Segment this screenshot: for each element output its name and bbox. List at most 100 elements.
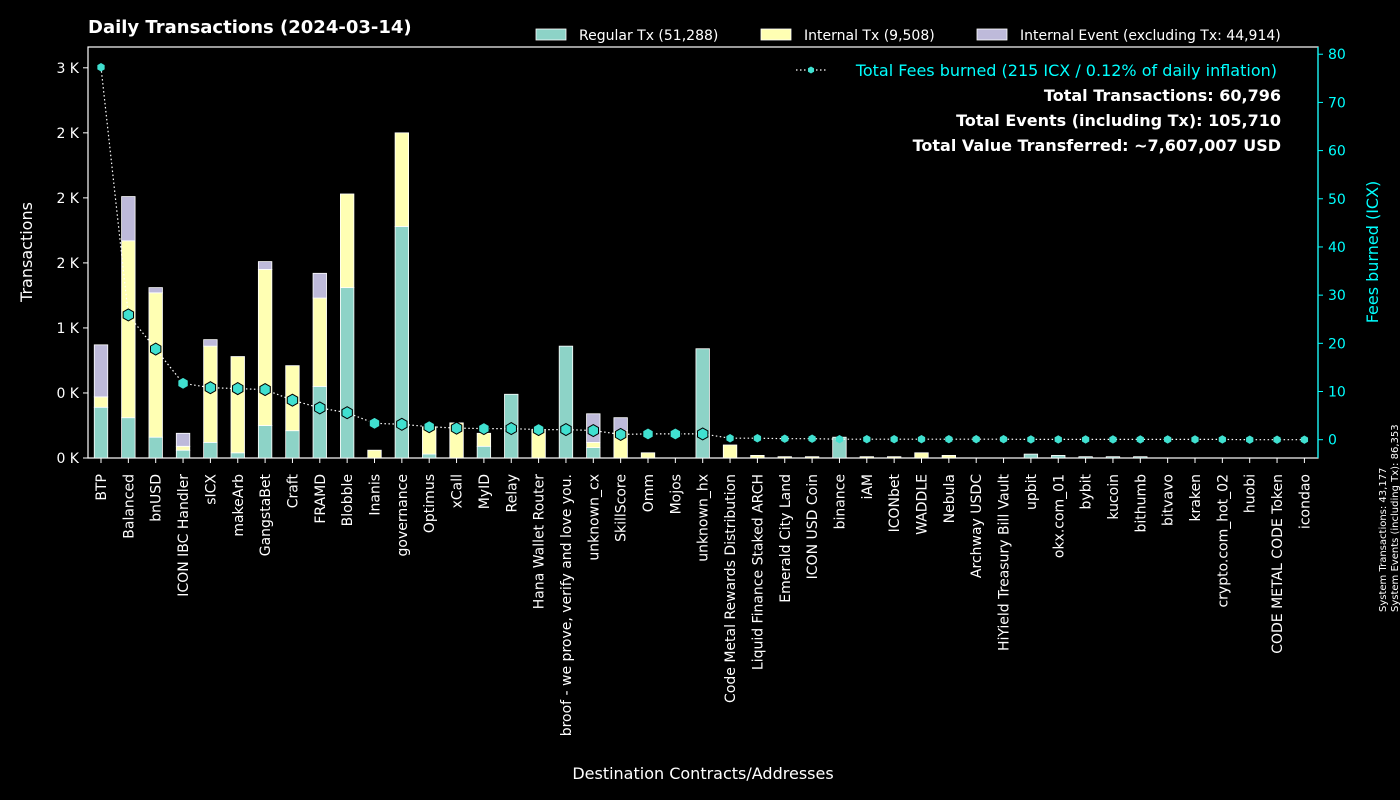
x-axis: BTP Balanced bnUSD ICON IBC Handler sICX make… xyxy=(94,458,1313,736)
y-axis-left: 0 K 0 K 1 K 2 K 2 K 2 K 3 K xyxy=(56,61,88,467)
x-tick-label-22: unknown_hx xyxy=(696,474,712,562)
x-tick-label-21: Mojos xyxy=(668,474,684,514)
x-tick-label-8: FRAMD xyxy=(313,474,329,524)
fees-point-23 xyxy=(726,434,734,443)
bar-2-8 xyxy=(312,297,327,387)
x-tick-label-40: kraken xyxy=(1188,474,1204,522)
fees-point-22 xyxy=(697,427,709,441)
legend-label-2: Internal Tx (9,508) xyxy=(804,28,935,44)
fees-point-15 xyxy=(505,422,517,436)
y2-tick-label-8: 80 xyxy=(1328,47,1346,63)
bar-1-18 xyxy=(586,447,601,459)
fees-point-16 xyxy=(532,422,545,437)
y2-tick-label-4: 40 xyxy=(1328,240,1346,256)
fees-point-13 xyxy=(450,421,463,435)
y2-tick-label-0: 0 xyxy=(1328,433,1337,449)
side-note-2: System Events (including Tx): 86,353 xyxy=(1390,424,1400,612)
bar-1-8 xyxy=(312,386,327,459)
side-notes: System Transactions: 43,177 System Events… xyxy=(1378,424,1400,612)
fees-point-38 xyxy=(1136,435,1144,444)
fees-point-11 xyxy=(396,417,408,431)
summary-line-3: Total Value Transferred: ~7,607,007 USD xyxy=(913,136,1281,155)
x-tick-label-26: ICON USD Coin xyxy=(805,474,821,579)
x-tick-label-37: kucoin xyxy=(1106,474,1122,520)
fees-point-30 xyxy=(917,435,926,444)
bar-2-29 xyxy=(887,456,902,459)
y2-tick-label-6: 60 xyxy=(1328,144,1346,160)
x-tick-label-38: bithumb xyxy=(1133,474,1149,533)
bar-3-3 xyxy=(175,432,191,447)
bar-1-3 xyxy=(175,449,191,459)
x-tick-label-7: Craft xyxy=(285,474,301,509)
bar-1-36 xyxy=(1078,456,1093,459)
fees-point-27 xyxy=(835,435,844,444)
fees-point-18 xyxy=(587,423,599,438)
bar-1-14 xyxy=(476,445,492,459)
bar-1-5 xyxy=(230,452,245,459)
bar-3-2 xyxy=(148,287,163,294)
bar-3-8 xyxy=(312,272,327,299)
bar-2-24 xyxy=(750,454,765,459)
bar-1-35 xyxy=(1051,454,1066,459)
bar-3-6 xyxy=(257,261,273,270)
bar-3-1 xyxy=(121,196,136,242)
bar-1-6 xyxy=(257,425,273,459)
x-tick-label-14: MyID xyxy=(477,474,493,509)
legend: Regular Tx (51,288) Internal Tx (9,508) In… xyxy=(535,28,1281,44)
x-tick-label-19: SkillScore xyxy=(614,474,630,542)
fees-legend-label: Total Fees burned (215 ICX / 0.12% of da… xyxy=(855,61,1277,80)
legend-label-1: Regular Tx (51,288) xyxy=(579,28,718,44)
x-tick-label-34: upbit xyxy=(1024,473,1040,510)
bar-2-0 xyxy=(93,396,109,408)
x-tick-label-24: Liquid Finance Staked ARCH xyxy=(750,474,766,670)
x-tick-label-11: governance xyxy=(395,474,411,557)
bar-2-18 xyxy=(586,441,601,448)
x-tick-label-41: crypto.com_hot_02 xyxy=(1215,474,1231,608)
bar-1-22 xyxy=(695,348,710,459)
bar-1-17 xyxy=(558,345,574,459)
fees-point-10 xyxy=(368,416,381,430)
x-tick-label-33: HiYield Treasury Bill Vault xyxy=(997,473,1013,651)
fees-point-19 xyxy=(614,427,627,441)
bar-2-5 xyxy=(230,356,245,454)
fees-point-32 xyxy=(972,435,980,444)
summary-block: Total Fees burned (215 ICX / 0.12% of da… xyxy=(796,61,1281,155)
fees-point-8 xyxy=(314,401,326,415)
bar-2-30 xyxy=(914,452,929,459)
bar-2-11 xyxy=(394,132,410,227)
bar-2-2 xyxy=(148,292,163,438)
fees-point-26 xyxy=(808,434,816,443)
summary-line-1: Total Transactions: 60,796 xyxy=(1044,86,1281,105)
x-axis-title: Destination Contracts/Addresses xyxy=(572,764,833,783)
bar-2-23 xyxy=(722,444,738,459)
bar-3-4 xyxy=(203,339,218,347)
x-tick-label-16: Hana Wallet Router xyxy=(532,474,548,610)
y-axis-right: 0 10 20 30 40 50 60 70 80 xyxy=(1317,47,1346,458)
x-tick-label-29: ICONbet xyxy=(887,473,903,532)
fees-point-34 xyxy=(1027,435,1035,444)
bar-1-1 xyxy=(121,417,136,459)
bar-3-0 xyxy=(93,344,109,398)
fees-point-41 xyxy=(1218,435,1226,444)
x-tick-label-25: Emerald City Land xyxy=(778,474,794,603)
x-tick-label-13: xCall xyxy=(450,474,466,508)
x-tick-label-5: makeArb xyxy=(231,474,247,537)
fees-point-9 xyxy=(341,406,353,420)
y-tick-label-2: 1 K xyxy=(56,321,79,337)
y2-tick-label-7: 70 xyxy=(1328,95,1346,111)
x-tick-label-42: huobi xyxy=(1243,474,1259,513)
x-tick-label-3: ICON IBC Handler xyxy=(176,474,192,597)
y2-tick-label-1: 10 xyxy=(1328,385,1346,401)
x-tick-label-6: GangstaBet xyxy=(258,473,274,556)
bar-2-3 xyxy=(175,445,191,451)
y-tick-label-5: 2 K xyxy=(56,126,79,142)
fees-point-43 xyxy=(1273,435,1281,444)
bar-2-28 xyxy=(859,456,874,459)
bar-1-2 xyxy=(148,436,163,459)
bar-2-9 xyxy=(339,193,355,289)
y-axis-title: Transactions xyxy=(17,202,36,303)
fees-point-3 xyxy=(177,376,189,390)
x-tick-label-44: icondao xyxy=(1297,474,1313,529)
fees-point-44 xyxy=(1300,435,1309,444)
